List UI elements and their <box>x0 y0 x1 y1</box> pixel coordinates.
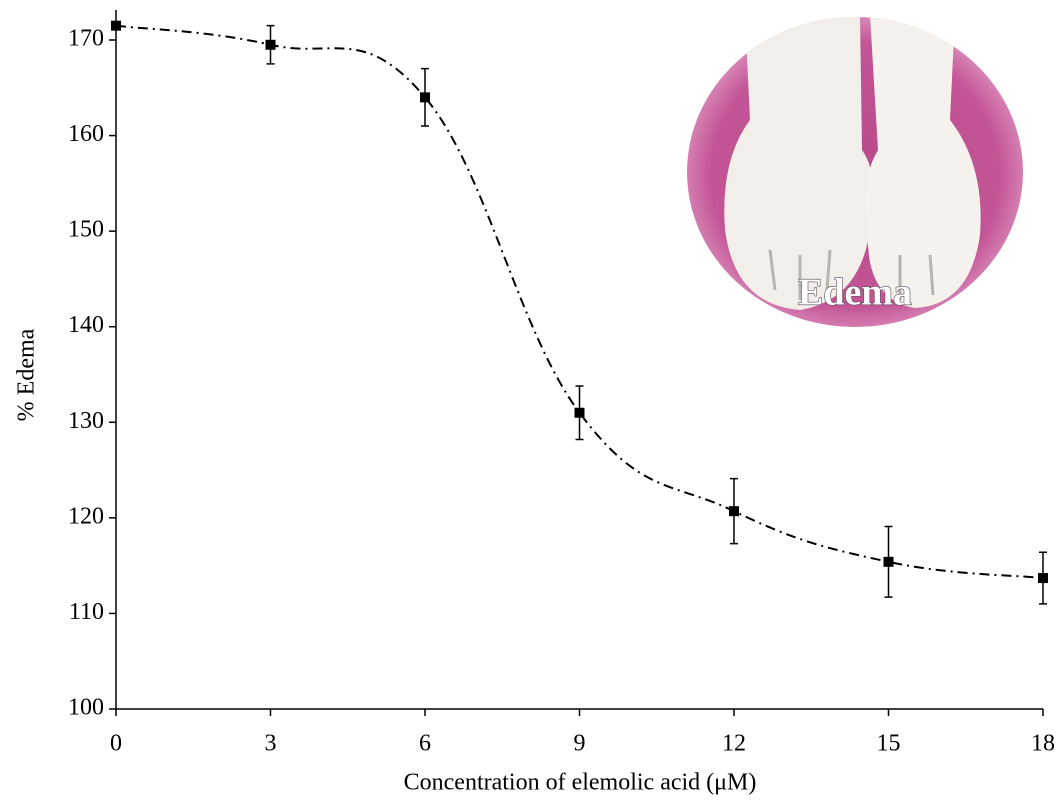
inset-photo <box>687 17 1023 327</box>
x-tick-label: 15 <box>877 731 901 757</box>
y-tick-label: 130 <box>68 408 104 434</box>
fit-line <box>115 24 1044 580</box>
y-tick-label: 100 <box>68 695 104 721</box>
y-tick-label: 170 <box>68 26 104 52</box>
y-tick-label: 160 <box>68 121 104 147</box>
y-axis-label: % Edema <box>14 328 40 421</box>
x-tick-label: 9 <box>574 731 586 757</box>
x-tick-label: 3 <box>265 731 277 757</box>
x-axis-label: Concentration of elemolic acid (μM) <box>404 770 757 796</box>
data-point <box>111 20 121 31</box>
data-point <box>883 556 894 567</box>
y-tick-label: 140 <box>68 312 104 338</box>
data-point <box>729 506 739 517</box>
x-tick-label: 18 <box>1031 731 1055 757</box>
x-tick-label: 0 <box>110 731 122 757</box>
y-tick-label: 110 <box>69 599 104 625</box>
y-tick-label: 150 <box>68 217 104 243</box>
inset-label: Edema <box>798 272 912 314</box>
x-tick-label: 12 <box>722 731 746 757</box>
data-point <box>574 407 585 418</box>
data-point <box>1038 573 1048 584</box>
y-tick-label: 120 <box>68 503 104 529</box>
x-tick-label: 6 <box>419 731 431 757</box>
data-point <box>420 92 430 103</box>
data-point <box>265 39 276 50</box>
